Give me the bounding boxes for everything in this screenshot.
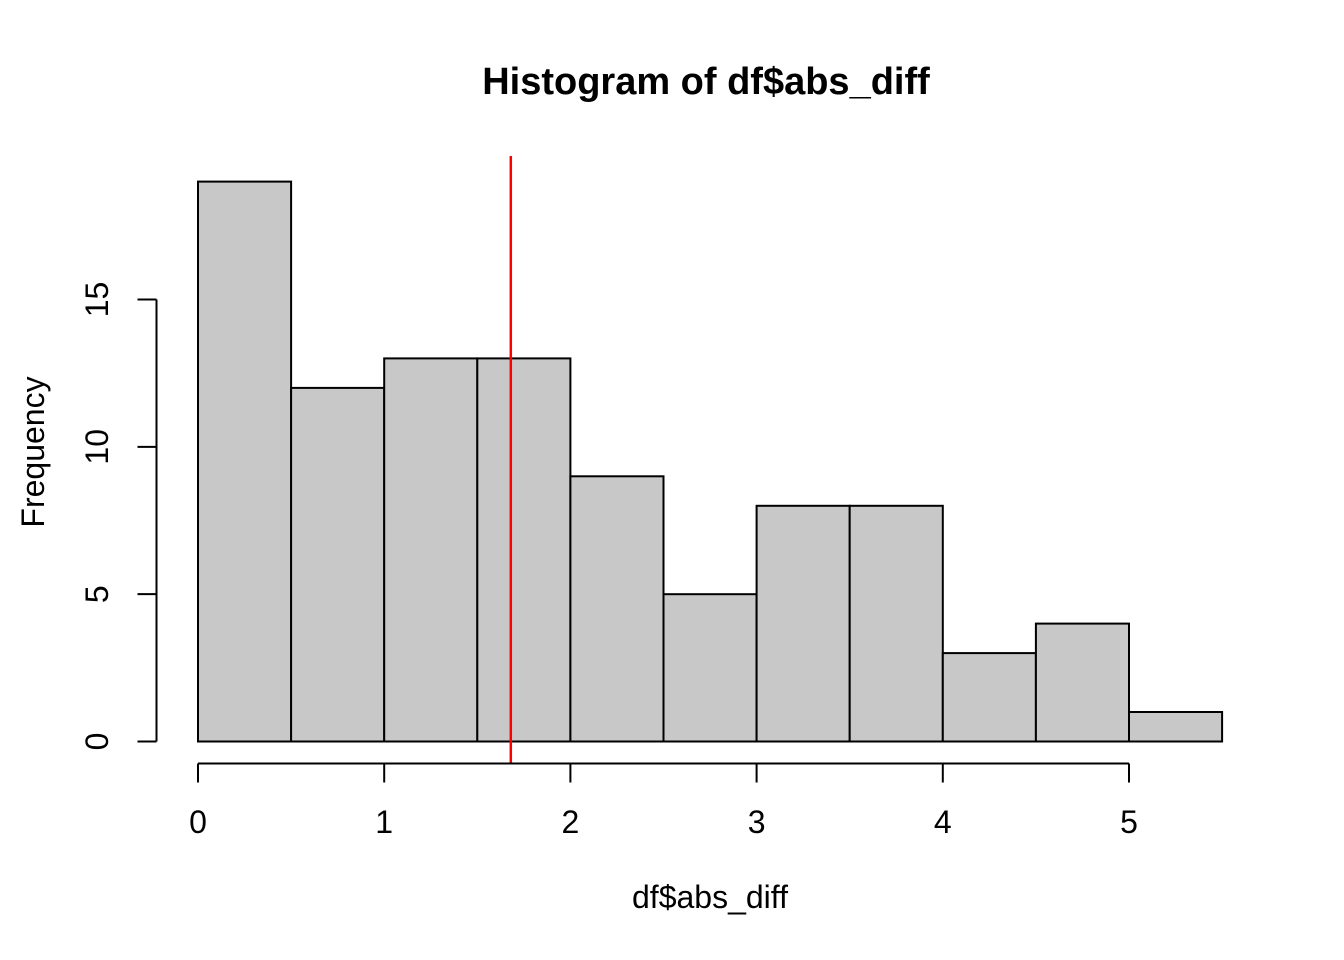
- histogram-bar: [383, 357, 479, 743]
- x-axis: 0 1 2 3 4 5: [189, 762, 1138, 840]
- histogram-bar: [755, 504, 851, 743]
- histogram-bar: [941, 652, 1037, 743]
- histogram-bar: [848, 504, 944, 743]
- histogram-bar: [197, 180, 293, 743]
- x-tick-label: 4: [934, 804, 952, 840]
- histogram-bar: [1128, 711, 1224, 743]
- x-tick-label: 5: [1120, 804, 1138, 840]
- x-tick-label: 3: [748, 804, 766, 840]
- y-tick-label: 0: [79, 733, 115, 751]
- x-tick-label: 1: [375, 804, 393, 840]
- x-axis-label: df$abs_diff: [632, 879, 788, 915]
- x-tick-label: 0: [189, 804, 207, 840]
- histogram-bar: [662, 593, 758, 743]
- x-tick-label: 2: [562, 804, 580, 840]
- histogram-bars: [197, 180, 1224, 743]
- y-axis: 0 5 10 15: [79, 282, 158, 751]
- y-tick-label: 5: [79, 585, 115, 603]
- histogram-bar: [290, 386, 386, 743]
- y-tick-label: 15: [79, 282, 115, 318]
- chart-title: Histogram of df$abs_diff: [482, 61, 930, 103]
- y-tick-label: 10: [79, 429, 115, 465]
- histogram-bar: [476, 357, 572, 743]
- y-axis-label: Frequency: [15, 376, 51, 527]
- histogram-bar: [569, 475, 665, 743]
- histogram-bar: [1034, 622, 1131, 743]
